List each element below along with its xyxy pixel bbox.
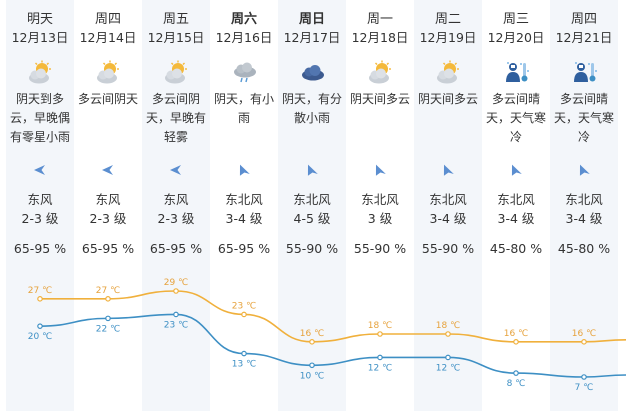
- humidity: 55-90 %: [353, 241, 407, 256]
- cloudy-sun-icon: [163, 60, 191, 86]
- day-column: 周五 12月15日多云间阴天，早晚有轻雾东风 2-3 级 65-95 %: [142, 0, 210, 411]
- date-label: 12月20日: [487, 30, 545, 45]
- cold-warning-icon: [571, 60, 599, 86]
- wind-level: 2-3 级: [89, 211, 127, 226]
- day-column: 明天 12月13日阴天到多云，早晚偶有零星小雨东风 2-3 级 65-95 %: [6, 0, 74, 411]
- date-label: 12月21日: [555, 30, 613, 45]
- day-column: 周二 12月19日 阴天间多云东北风 3-4 级 55-90 %: [414, 0, 482, 411]
- day-label: 周四: [94, 12, 121, 27]
- day-column: 周一 12月18日 阴天间多云东北风 3 级 55-90 %: [346, 0, 414, 411]
- date-label: 12月19日: [419, 30, 477, 45]
- wind-direction: 东北风: [429, 192, 467, 207]
- weather-description: 多云间晴天，天气寒冷: [553, 92, 614, 144]
- day-label: 周六: [230, 12, 257, 27]
- weather-description: 阴天，有小雨: [213, 92, 274, 125]
- wind-info: 东风 2-3 级: [6, 190, 74, 228]
- wind-info: 东北风 3-4 级: [482, 190, 550, 228]
- wind-direction: 东北风: [225, 192, 263, 207]
- wind-direction-icon: [577, 162, 591, 176]
- date-label: 12月16日: [215, 30, 273, 45]
- day-label: 周一: [366, 12, 393, 27]
- wind-info: 东北风 3-4 级: [550, 190, 618, 228]
- humidity: 65-95 %: [149, 241, 203, 256]
- wind-info: 东风 2-3 级: [74, 190, 142, 228]
- wind-level: 3-4 级: [429, 211, 467, 226]
- wind-direction-icon: [101, 162, 115, 176]
- wind-direction-icon: [373, 162, 387, 176]
- humidity: 55-90 %: [421, 241, 475, 256]
- wind-direction-icon: [305, 162, 319, 176]
- day-column: 周四 12月14日 多云间阴天东风 2-3 级 65-95 %: [74, 0, 142, 411]
- day-label: 周五: [162, 12, 189, 27]
- humidity: 45-80 %: [489, 241, 543, 256]
- date-label: 12月15日: [147, 30, 205, 45]
- weather-description: 阴天，有分散小雨: [281, 92, 342, 125]
- wind-direction: 东北风: [361, 192, 399, 207]
- weather-description: 阴天间多云: [349, 92, 410, 106]
- wind-level: 4-5 级: [293, 211, 331, 226]
- weather-description: 阴天间多云: [417, 92, 478, 106]
- wind-level: 2-3 级: [21, 211, 59, 226]
- wind-info: 东北风 3-4 级: [414, 190, 482, 228]
- wind-direction: 东风: [163, 192, 189, 207]
- humidity: 55-90 %: [285, 241, 339, 256]
- day-column: 周六 12月16日阴天，有小雨东北风 3-4 级 65-95 %: [210, 0, 278, 411]
- wind-direction: 东北风: [293, 192, 331, 207]
- wind-info: 东风 2-3 级: [142, 190, 210, 228]
- wind-direction-icon: [509, 162, 523, 176]
- day-label: 周三: [502, 12, 529, 27]
- wind-info: 东北风 4-5 级: [278, 190, 346, 228]
- wind-direction-icon: [237, 162, 251, 176]
- cloudy-sun-icon: [27, 60, 55, 86]
- date-label: 12月13日: [11, 30, 69, 45]
- day-label: 周日: [298, 12, 325, 27]
- cloudy-sun-icon: [367, 60, 395, 86]
- humidity: 45-80 %: [557, 241, 611, 256]
- weather-description: 多云间阴天: [77, 92, 138, 106]
- humidity: 65-95 %: [13, 241, 67, 256]
- cold-warning-icon: [503, 60, 531, 86]
- day-column: 周三 12月20日多云间晴天，天气寒冷东北风 3-4 级 45-80 %: [482, 0, 550, 411]
- wind-level: 3-4 级: [225, 211, 263, 226]
- wind-direction: 东北风: [565, 192, 603, 207]
- weather-description: 阴天到多云，早晚偶有零星小雨: [9, 92, 70, 144]
- day-label: 明天: [26, 12, 53, 27]
- weather-description: 多云间阴天，早晚有轻雾: [145, 92, 206, 144]
- day-label: 周二: [434, 12, 461, 27]
- cloudy-sun-icon: [435, 60, 463, 86]
- wind-direction-icon: [169, 162, 183, 176]
- wind-direction: 东北风: [497, 192, 535, 207]
- date-label: 12月17日: [283, 30, 341, 45]
- wind-level: 3 级: [367, 211, 393, 226]
- wind-level: 2-3 级: [157, 211, 195, 226]
- day-column: 周四 12月21日多云间晴天，天气寒冷东北风 3-4 级 45-80 %: [550, 0, 618, 411]
- date-label: 12月14日: [79, 30, 137, 45]
- cloudy-sun-icon: [95, 60, 123, 86]
- wind-level: 3-4 级: [497, 211, 535, 226]
- wind-direction: 东风: [27, 192, 53, 207]
- wind-info: 东北风 3-4 级: [210, 190, 278, 228]
- day-label: 周四: [570, 12, 597, 27]
- humidity: 65-95 %: [217, 241, 271, 256]
- wind-direction-icon: [33, 162, 47, 176]
- wind-level: 3-4 级: [565, 211, 603, 226]
- weather-description: 多云间晴天，天气寒冷: [485, 92, 546, 144]
- wind-direction: 东风: [95, 192, 121, 207]
- rain-cloud-icon: [231, 60, 259, 86]
- wind-info: 东北风 3 级: [346, 190, 414, 228]
- dark-cloud-icon: [299, 60, 327, 86]
- date-label: 12月18日: [351, 30, 409, 45]
- humidity: 65-95 %: [81, 241, 135, 256]
- day-column: 周日 12月17日阴天，有分散小雨东北风 4-5 级 55-90 %: [278, 0, 346, 411]
- wind-direction-icon: [441, 162, 455, 176]
